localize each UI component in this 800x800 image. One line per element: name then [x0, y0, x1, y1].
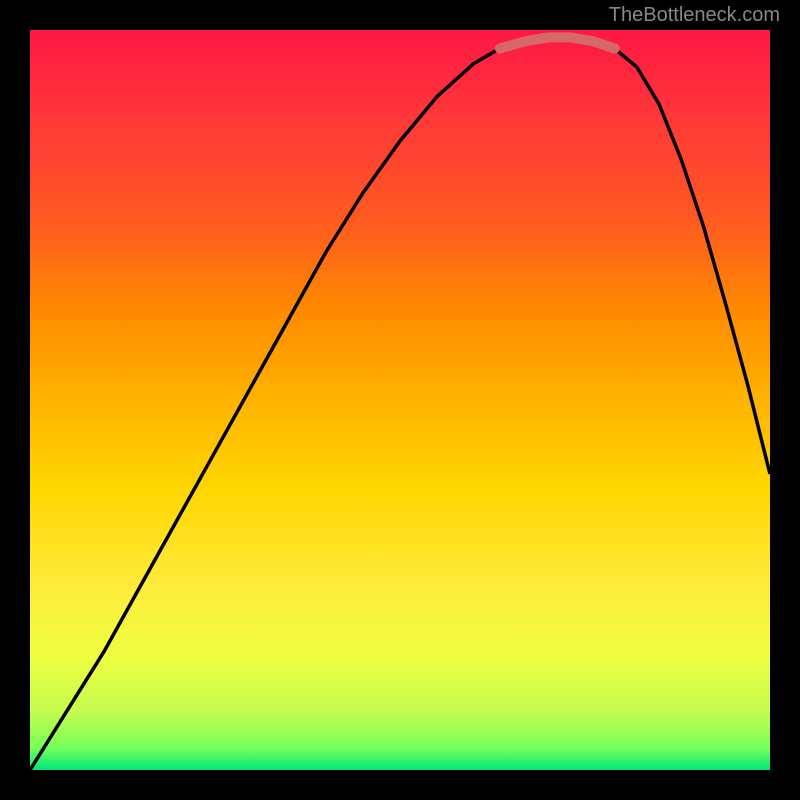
watermark-text: TheBottleneck.com	[609, 4, 780, 27]
bottleneck-curve-line	[30, 37, 770, 770]
curve-overlay	[30, 30, 770, 770]
bottleneck-chart	[30, 30, 770, 770]
optimal-range-line	[500, 37, 615, 48]
optimal-end-dot	[610, 44, 620, 54]
optimal-start-dot	[495, 44, 505, 54]
